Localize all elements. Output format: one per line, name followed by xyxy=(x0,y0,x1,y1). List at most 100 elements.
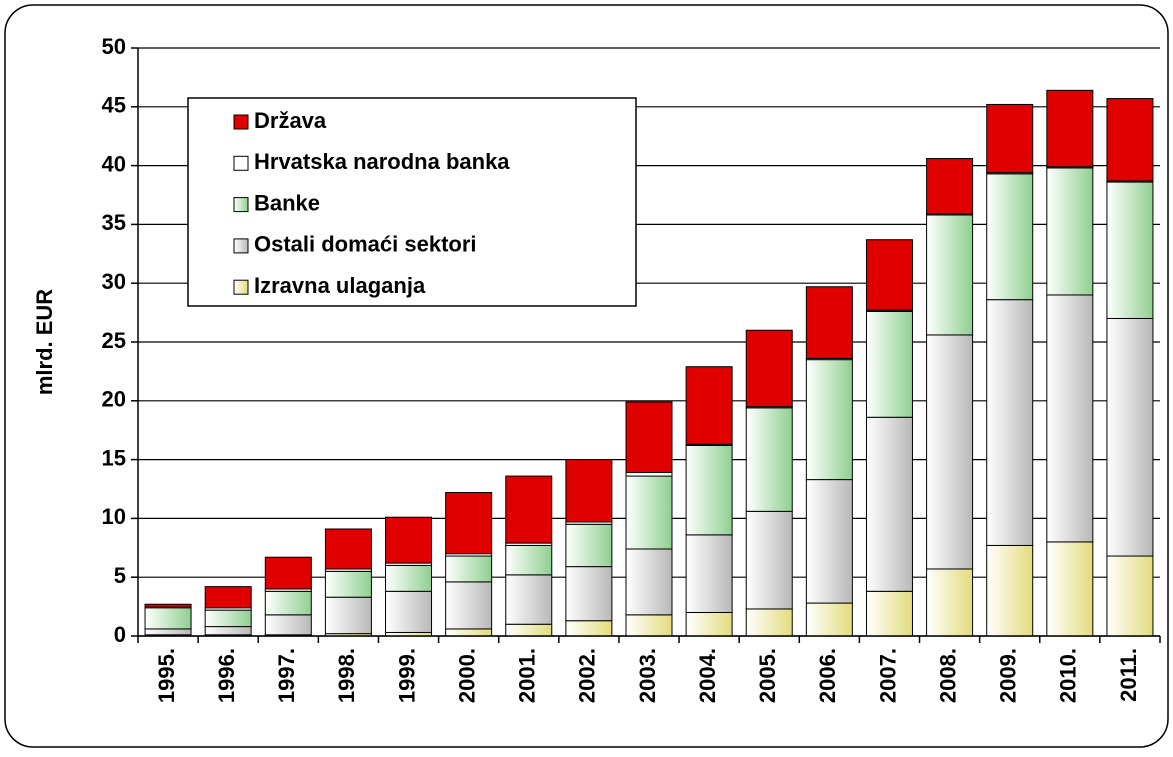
bar-segment xyxy=(805,602,853,637)
x-tick-label: 2000. xyxy=(454,648,479,703)
bar-segment xyxy=(505,623,553,637)
x-tick-label: 2002. xyxy=(575,648,600,703)
legend-swatch xyxy=(233,279,249,295)
y-tick-label: 0 xyxy=(114,622,126,647)
legend-label: Ostali domaći sektori xyxy=(254,232,477,257)
bar-segment xyxy=(685,444,733,536)
bar-segment xyxy=(565,566,613,622)
bar-segment xyxy=(986,299,1034,546)
bar-segment xyxy=(505,475,553,544)
bar-segment xyxy=(565,620,613,637)
bar-segment xyxy=(264,556,312,590)
x-tick-label: 1997. xyxy=(274,648,299,703)
bar-segment xyxy=(144,628,192,636)
legend-swatch xyxy=(233,155,249,171)
bar-segment xyxy=(986,544,1034,637)
bar-segment xyxy=(505,544,553,576)
bar-segment xyxy=(445,581,493,630)
bar-segment xyxy=(385,516,433,564)
bar-segment xyxy=(926,334,974,570)
bar-segment xyxy=(144,607,192,630)
bar-segment xyxy=(565,459,613,523)
y-tick-label: 15 xyxy=(102,445,126,470)
y-tick-label: 20 xyxy=(102,387,126,412)
x-tick-label: 1995. xyxy=(154,648,179,703)
bar-segment xyxy=(204,586,252,609)
bar-segment xyxy=(264,614,312,636)
bar-segment xyxy=(625,548,673,616)
x-tick-label: 2001. xyxy=(515,648,540,703)
bar-segment xyxy=(445,555,493,583)
bar-segment xyxy=(865,239,913,311)
bar-segment xyxy=(865,310,913,418)
bar-segment xyxy=(805,479,853,604)
y-tick-label: 50 xyxy=(102,34,126,59)
bar-segment xyxy=(445,492,493,555)
bar-segment xyxy=(1106,317,1154,557)
legend-swatch xyxy=(233,238,249,254)
x-tick-label: 2011. xyxy=(1116,648,1141,702)
x-tick-label: 2004. xyxy=(695,648,720,703)
x-tick-label: 2003. xyxy=(635,648,660,703)
x-tick-label: 2008. xyxy=(935,648,960,703)
bar-segment xyxy=(1046,541,1094,637)
legend-label: Država xyxy=(254,108,327,133)
bar-segment xyxy=(926,568,974,637)
legend-label: Banke xyxy=(254,190,320,215)
bar-segment xyxy=(986,103,1034,174)
bar-segment xyxy=(926,158,974,215)
bar-segment xyxy=(865,416,913,592)
y-tick-label: 35 xyxy=(102,210,126,235)
x-tick-label: 1998. xyxy=(334,648,359,703)
y-tick-label: 5 xyxy=(114,563,126,588)
bar-segment xyxy=(986,173,1034,301)
bar-segment xyxy=(625,401,673,474)
bar-segment xyxy=(865,590,913,637)
legend-label: Hrvatska narodna banka xyxy=(254,149,510,174)
bar-segment xyxy=(324,570,372,598)
bar-segment xyxy=(505,574,553,625)
legend-swatch xyxy=(233,114,249,130)
x-tick-label: 1996. xyxy=(214,648,239,703)
bar-segment xyxy=(926,214,974,336)
y-tick-label: 10 xyxy=(102,504,126,529)
legend-swatch xyxy=(233,197,249,213)
bar-segment xyxy=(1046,294,1094,543)
bar-segment xyxy=(1106,181,1154,319)
x-tick-label: 2010. xyxy=(1056,648,1081,703)
bar-segment xyxy=(745,407,793,512)
bar-segment xyxy=(565,523,613,568)
bar-segment xyxy=(324,528,372,570)
bar-segment xyxy=(144,603,192,608)
bar-segment xyxy=(264,590,312,616)
x-tick-label: 2007. xyxy=(875,648,900,703)
bar-segment xyxy=(745,329,793,408)
x-tick-label: 1999. xyxy=(394,648,419,703)
y-tick-label: 40 xyxy=(102,151,126,176)
bar-segment xyxy=(625,472,673,477)
legend-label: Izravna ulaganja xyxy=(254,273,426,298)
x-tick-label: 2006. xyxy=(815,648,840,703)
bar-segment xyxy=(685,534,733,613)
bar-segment xyxy=(745,608,793,637)
bar-segment xyxy=(685,611,733,637)
y-tick-label: 30 xyxy=(102,269,126,294)
bar-segment xyxy=(445,628,493,637)
x-tick-label: 2009. xyxy=(996,648,1021,703)
bar-segment xyxy=(204,609,252,628)
bar-segment xyxy=(385,590,433,633)
bar-segment xyxy=(805,286,853,359)
bar-segment xyxy=(1046,167,1094,296)
bar-segment xyxy=(805,359,853,481)
bar-segment xyxy=(324,596,372,635)
bar-segment xyxy=(1106,555,1154,637)
bar-segment xyxy=(625,475,673,550)
y-tick-label: 25 xyxy=(102,328,126,353)
bar-segment xyxy=(1046,89,1094,168)
y-tick-label: 45 xyxy=(102,93,126,118)
x-tick-label: 2005. xyxy=(755,648,780,703)
bar-segment xyxy=(1106,98,1154,182)
bar-segment xyxy=(625,614,673,637)
y-axis-label: mlrd. EUR xyxy=(32,289,57,395)
